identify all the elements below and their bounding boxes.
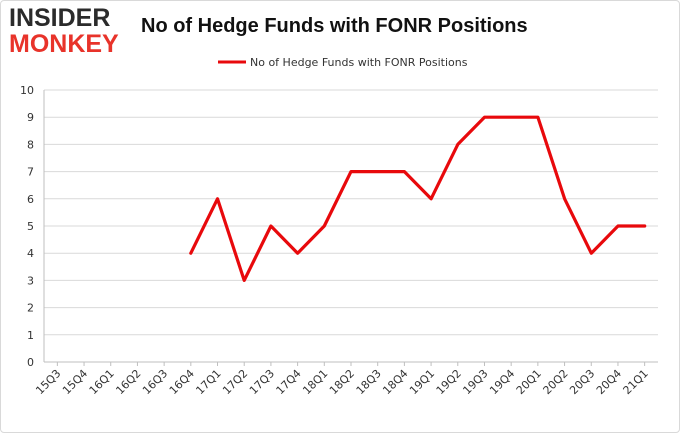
x-tick-label: 18Q2: [327, 367, 357, 397]
x-tick-label: 16Q4: [167, 367, 197, 397]
x-tick-label: 17Q3: [247, 367, 277, 397]
x-tick-label: 16Q1: [87, 367, 117, 397]
x-tick-label: 19Q3: [460, 367, 490, 397]
x-tick-label: 15Q4: [60, 367, 90, 397]
x-tick-label: 20Q3: [567, 367, 597, 397]
x-tick-label: 16Q2: [113, 367, 143, 397]
axes: [43, 90, 658, 366]
x-tick-label: 20Q1: [514, 367, 544, 397]
x-tick-label: 21Q1: [621, 367, 651, 397]
y-tick-label: 8: [27, 138, 34, 151]
logo-text-monkey: MONKEY: [9, 30, 119, 58]
y-tick-labels: 0 1 2 3 4 5 6 7 8 9 10: [20, 84, 34, 369]
x-tick-label: 19Q1: [407, 367, 437, 397]
y-tick-label: 1: [27, 329, 34, 342]
series-line-0: [189, 115, 647, 282]
logo-text-insider: INSIDER: [9, 4, 111, 32]
series-lines: [189, 115, 647, 282]
legend-label: No of Hedge Funds with FONR Positions: [250, 56, 468, 69]
x-tick-label: 18Q1: [300, 367, 330, 397]
chart-title: No of Hedge Funds with FONR Positions: [141, 15, 528, 37]
y-tick-label: 5: [27, 220, 34, 233]
x-tick-label: 17Q2: [220, 367, 250, 397]
x-tick-label: 18Q3: [354, 367, 384, 397]
x-tick-labels: 15Q315Q416Q116Q216Q316Q417Q117Q217Q317Q4…: [33, 367, 650, 397]
gridlines: [44, 89, 658, 336]
x-tick-label: 16Q3: [140, 367, 170, 397]
x-tick-label: 17Q4: [274, 367, 304, 397]
y-tick-label: 7: [27, 166, 34, 179]
x-tick-label: 20Q2: [541, 367, 571, 397]
y-tick-label: 0: [27, 356, 34, 369]
y-tick-label: 3: [27, 274, 34, 287]
y-tick-label: 9: [27, 111, 34, 124]
x-tick-label: 19Q2: [434, 367, 464, 397]
insider-monkey-logo: INSIDER MONKEY: [9, 6, 127, 58]
y-tick-label: 4: [27, 247, 34, 260]
x-tick-label: 15Q3: [33, 367, 63, 397]
x-tick-label: 17Q1: [193, 367, 223, 397]
x-tick-label: 20Q4: [594, 367, 624, 397]
y-tick-label: 2: [27, 302, 34, 315]
legend: No of Hedge Funds with FONR Positions: [218, 56, 468, 69]
y-tick-label: 6: [27, 193, 34, 206]
y-tick-label: 10: [20, 84, 34, 97]
x-tick-label: 19Q4: [487, 367, 517, 397]
x-tick-label: 18Q4: [380, 367, 410, 397]
